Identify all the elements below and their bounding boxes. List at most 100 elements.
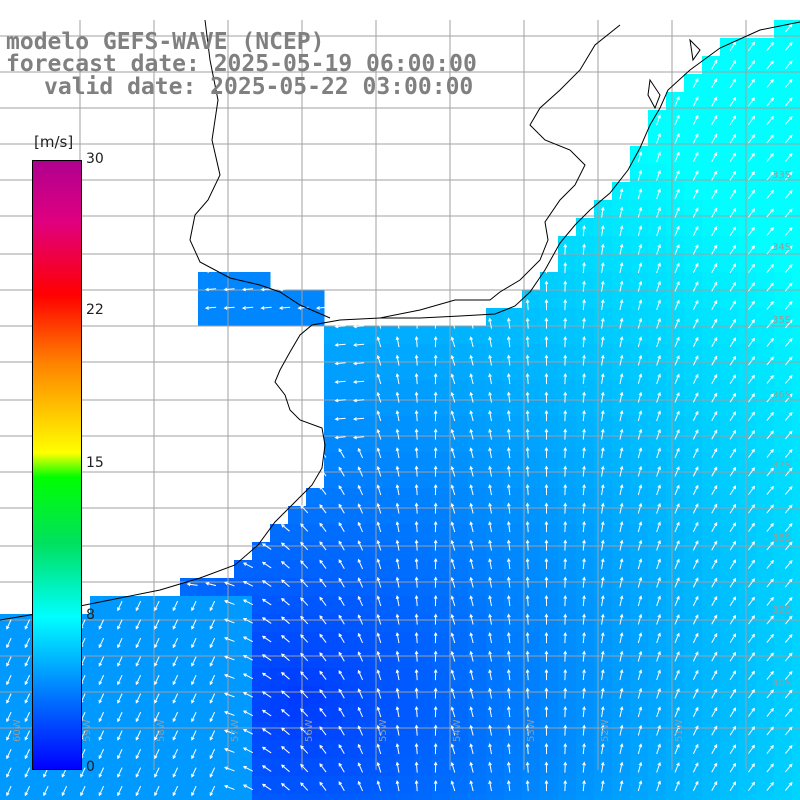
wind-speed-cell — [198, 308, 217, 327]
wind-arrow — [711, 152, 718, 163]
wind-speed-cell — [270, 560, 289, 579]
wind-arrow — [376, 447, 382, 459]
wind-speed-cell — [702, 524, 721, 543]
wind-arrow — [357, 669, 364, 681]
wind-speed-cell — [648, 794, 667, 800]
wind-speed-cell — [342, 398, 361, 417]
wind-speed-cell — [414, 398, 433, 417]
wind-speed-cell — [774, 164, 793, 183]
wind-speed-cell — [378, 344, 397, 363]
wind-arrow — [433, 446, 438, 459]
wind-arrow — [154, 674, 160, 686]
wind-speed-cell — [612, 344, 631, 363]
wind-speed-cell — [324, 470, 343, 489]
wind-speed-cell — [396, 596, 415, 615]
wind-speed-cell — [504, 794, 523, 800]
wind-speed-cell — [684, 740, 703, 759]
wind-arrow — [692, 336, 699, 348]
wind-speed-cell — [792, 776, 800, 795]
wind-speed-cell — [414, 362, 433, 381]
wind-speed-cell — [684, 416, 703, 435]
wind-speed-cell — [666, 236, 685, 255]
wind-speed-cell — [450, 650, 469, 669]
wind-arrow — [433, 594, 438, 607]
wind-speed-cell — [216, 686, 235, 705]
wind-arrow — [544, 465, 549, 477]
wind-speed-cell — [504, 488, 523, 507]
wind-speed-cell — [396, 398, 415, 417]
wind-arrow — [300, 745, 309, 754]
wind-arrow — [433, 761, 438, 773]
wind-speed-cell — [90, 596, 109, 615]
wind-arrow — [692, 207, 699, 218]
wind-speed-cell — [270, 758, 289, 777]
wind-speed-cell — [558, 452, 577, 471]
wind-arrow — [209, 785, 216, 797]
wind-arrow — [711, 503, 718, 514]
wind-arrow — [376, 650, 382, 662]
wind-speed-cell — [90, 668, 109, 687]
wind-arrow — [711, 651, 718, 662]
wind-speed-cell — [252, 650, 271, 669]
wind-arrow — [261, 598, 272, 606]
wind-speed-cell — [666, 506, 685, 525]
wind-speed-cell — [270, 632, 289, 651]
wind-speed-cell — [684, 74, 703, 93]
wind-speed-cell — [702, 776, 721, 795]
wind-arrow — [674, 410, 680, 422]
wind-speed-cell — [738, 74, 757, 93]
wind-speed-cell — [738, 182, 757, 201]
wind-speed-cell — [90, 722, 109, 741]
wind-arrow — [280, 671, 290, 680]
wind-speed-cell — [342, 344, 361, 363]
wind-arrow — [450, 724, 456, 736]
wind-speed-cell — [378, 650, 397, 669]
wind-speed-cell — [738, 686, 757, 705]
wind-arrow — [242, 562, 254, 569]
wind-arrow — [6, 767, 12, 778]
wind-arrow — [600, 558, 605, 570]
wind-arrow — [357, 743, 364, 755]
wind-speed-cell — [486, 542, 505, 561]
wind-arrow — [334, 435, 346, 440]
wind-speed-cell — [720, 398, 739, 417]
wind-speed-cell — [612, 578, 631, 597]
wind-arrow — [674, 577, 680, 588]
wind-speed-cell — [666, 308, 685, 327]
wind-speed-cell — [504, 596, 523, 615]
wind-speed-cell — [558, 416, 577, 435]
wind-arrow — [637, 484, 643, 496]
wind-arrow — [619, 262, 624, 274]
wind-speed-cell — [414, 344, 433, 363]
wind-arrow — [506, 354, 511, 366]
wind-arrow — [525, 742, 530, 755]
wind-speed-cell — [144, 722, 163, 741]
wind-arrow — [692, 170, 699, 181]
wind-arrow — [674, 318, 680, 329]
wind-speed-cell — [432, 542, 451, 561]
wind-speed-cell — [414, 542, 433, 561]
wind-speed-cell — [378, 470, 397, 489]
wind-speed-cell — [504, 326, 523, 345]
wind-speed-cell — [630, 794, 649, 800]
wind-speed-cell — [360, 794, 379, 800]
wind-speed-cell — [0, 722, 19, 741]
wind-arrow — [563, 761, 568, 773]
wind-speed-cell — [504, 452, 523, 471]
wind-arrow — [24, 693, 31, 704]
wind-speed-cell — [396, 452, 415, 471]
wind-speed-cell — [450, 596, 469, 615]
wind-arrow — [488, 650, 492, 662]
wind-speed-cell — [198, 650, 217, 669]
wind-speed-cell — [648, 560, 667, 579]
wind-arrow — [711, 170, 718, 181]
wind-arrow — [98, 637, 105, 649]
wind-arrow — [135, 674, 142, 686]
wind-speed-cell — [324, 398, 343, 417]
wind-speed-cell — [396, 704, 415, 723]
wind-speed-cell — [522, 776, 541, 795]
wind-arrow — [674, 780, 680, 792]
wind-speed-cell — [666, 722, 685, 741]
wind-speed-cell — [612, 506, 631, 525]
wind-speed-cell — [18, 722, 37, 741]
